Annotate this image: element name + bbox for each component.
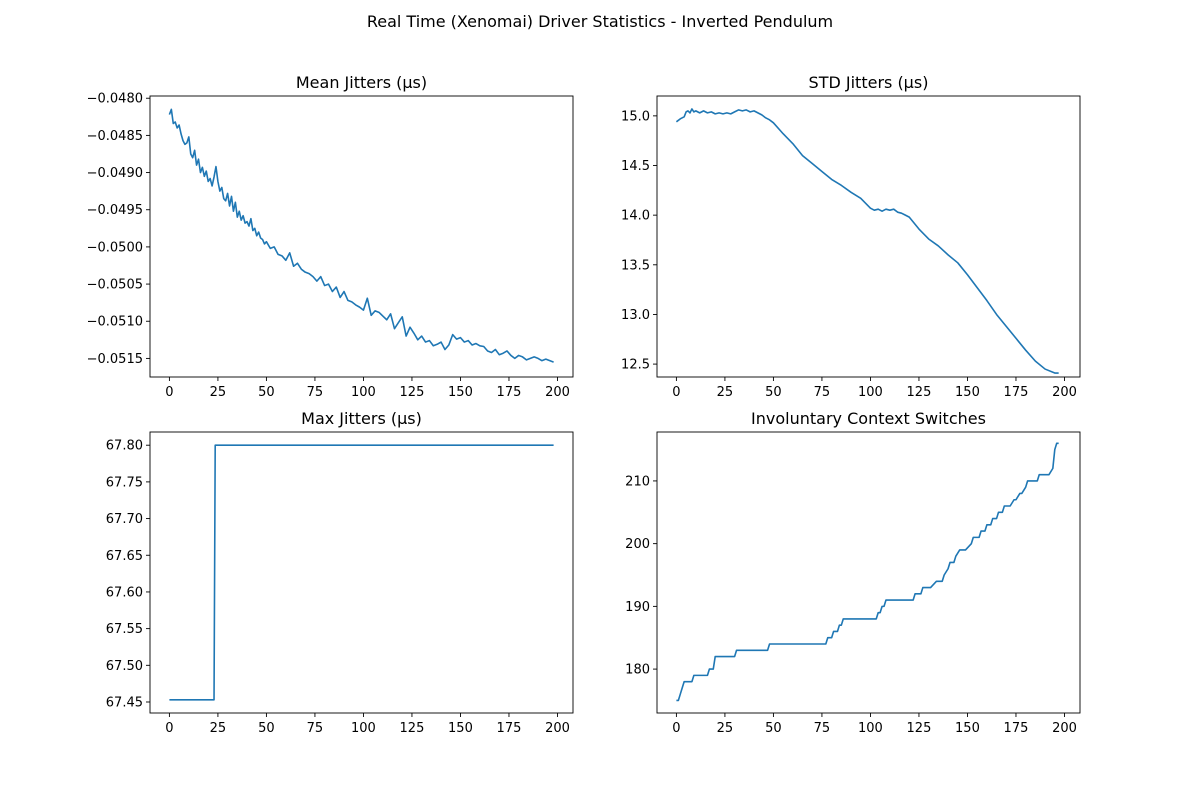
max-jitters-xtick-label: 75 [307, 721, 324, 736]
figure-title: Real Time (Xenomai) Driver Statistics - … [366, 12, 834, 31]
std-jitters-xtick-label: 200 [1052, 385, 1077, 400]
max-jitters-ytick-label: 67.70 [106, 512, 143, 527]
std-jitters-ytick-label: 13.0 [621, 308, 650, 323]
mean-jitters-xtick-label: 175 [497, 385, 522, 400]
std-jitters-axes-frame [656, 95, 1081, 378]
max-jitters-ytick-label: 67.45 [106, 695, 143, 710]
context-switches-xtick-label: 175 [1004, 721, 1029, 736]
mean-jitters-ytick-label: −0.0505 [87, 278, 143, 293]
max-jitters-xtick-label: 150 [448, 721, 473, 736]
mean-jitters-ytick-label: −0.0485 [87, 129, 143, 144]
std-jitters-series-line [675, 108, 1059, 374]
max-jitters-ytick-label: 67.80 [106, 439, 143, 454]
mean-jitters-xtick-label: 50 [258, 385, 275, 400]
std-jitters-xtick-label: 75 [814, 385, 831, 400]
std-jitters-xtick-label: 50 [765, 385, 782, 400]
std-jitters-ytick-label: 14.0 [621, 209, 650, 224]
mean-jitters-xtick-label: 200 [545, 385, 570, 400]
context-switches-xtick-label: 100 [858, 721, 883, 736]
max-jitters-xtick-label: 50 [258, 721, 275, 736]
mean-jitters-axes-frame [149, 95, 574, 378]
max-jitters-xtick-label: 25 [210, 721, 227, 736]
context-switches-title: Involuntary Context Switches [751, 409, 986, 428]
std-jitters-xtick-label: 0 [672, 385, 680, 400]
mean-jitters-xtick-label: 75 [307, 385, 324, 400]
context-switches-xtick-label: 25 [717, 721, 734, 736]
mean-jitters-ytick-label: −0.0490 [87, 166, 143, 181]
context-switches-xtick-label: 200 [1052, 721, 1077, 736]
max-jitters-title: Max Jitters (µs) [301, 409, 422, 428]
context-switches-ytick-label: 200 [625, 537, 650, 552]
max-jitters-ytick-label: 67.75 [106, 475, 143, 490]
std-jitters-ytick-label: 12.5 [621, 358, 650, 373]
max-jitters-xtick-label: 0 [165, 721, 173, 736]
max-jitters-xtick-label: 100 [351, 721, 376, 736]
std-jitters-ytick-label: 13.5 [621, 258, 650, 273]
context-switches-xtick-label: 50 [765, 721, 782, 736]
max-jitters-xtick-label: 200 [545, 721, 570, 736]
context-switches-ytick-label: 190 [625, 600, 650, 615]
context-switches-ytick-label: 210 [625, 474, 650, 489]
std-jitters-xtick-label: 175 [1004, 385, 1029, 400]
max-jitters-xtick-label: 125 [400, 721, 425, 736]
mean-jitters-ytick-label: −0.0495 [87, 203, 143, 218]
std-jitters-xtick-label: 150 [955, 385, 980, 400]
context-switches-xtick-label: 0 [672, 721, 680, 736]
std-jitters-xtick-label: 100 [858, 385, 883, 400]
mean-jitters-xtick-label: 100 [351, 385, 376, 400]
std-jitters-ytick-label: 15.0 [621, 109, 650, 124]
mean-jitters-xtick-label: 0 [165, 385, 173, 400]
max-jitters-xtick-label: 175 [497, 721, 522, 736]
max-jitters-ytick-label: 67.65 [106, 549, 143, 564]
max-jitters-ytick-label: 67.50 [106, 659, 143, 674]
context-switches-axes-frame [656, 431, 1081, 714]
mean-jitters-xtick-label: 150 [448, 385, 473, 400]
std-jitters-xtick-label: 25 [717, 385, 734, 400]
std-jitters-xtick-label: 125 [907, 385, 932, 400]
context-switches-xtick-label: 75 [814, 721, 831, 736]
context-switches-xtick-label: 125 [907, 721, 932, 736]
context-switches-xtick-label: 150 [955, 721, 980, 736]
mean-jitters-title: Mean Jitters (µs) [296, 73, 427, 92]
context-switches-series-line [676, 442, 1059, 702]
mean-jitters-series-line [168, 108, 554, 363]
std-jitters-ytick-label: 14.5 [621, 159, 650, 174]
mean-jitters-ytick-label: −0.0515 [87, 352, 143, 367]
mean-jitters-ytick-label: −0.0480 [87, 92, 143, 107]
mean-jitters-ytick-label: −0.0500 [87, 240, 143, 255]
max-jitters-series-line [169, 444, 554, 701]
std-jitters-title: STD Jitters (µs) [809, 73, 929, 92]
max-jitters-ytick-label: 67.55 [106, 622, 143, 637]
max-jitters-ytick-label: 67.60 [106, 585, 143, 600]
max-jitters-axes-frame [149, 431, 574, 714]
context-switches-ytick-label: 180 [625, 663, 650, 678]
mean-jitters-xtick-label: 25 [210, 385, 227, 400]
mean-jitters-ytick-label: −0.0510 [87, 315, 143, 330]
mean-jitters-xtick-label: 125 [400, 385, 425, 400]
